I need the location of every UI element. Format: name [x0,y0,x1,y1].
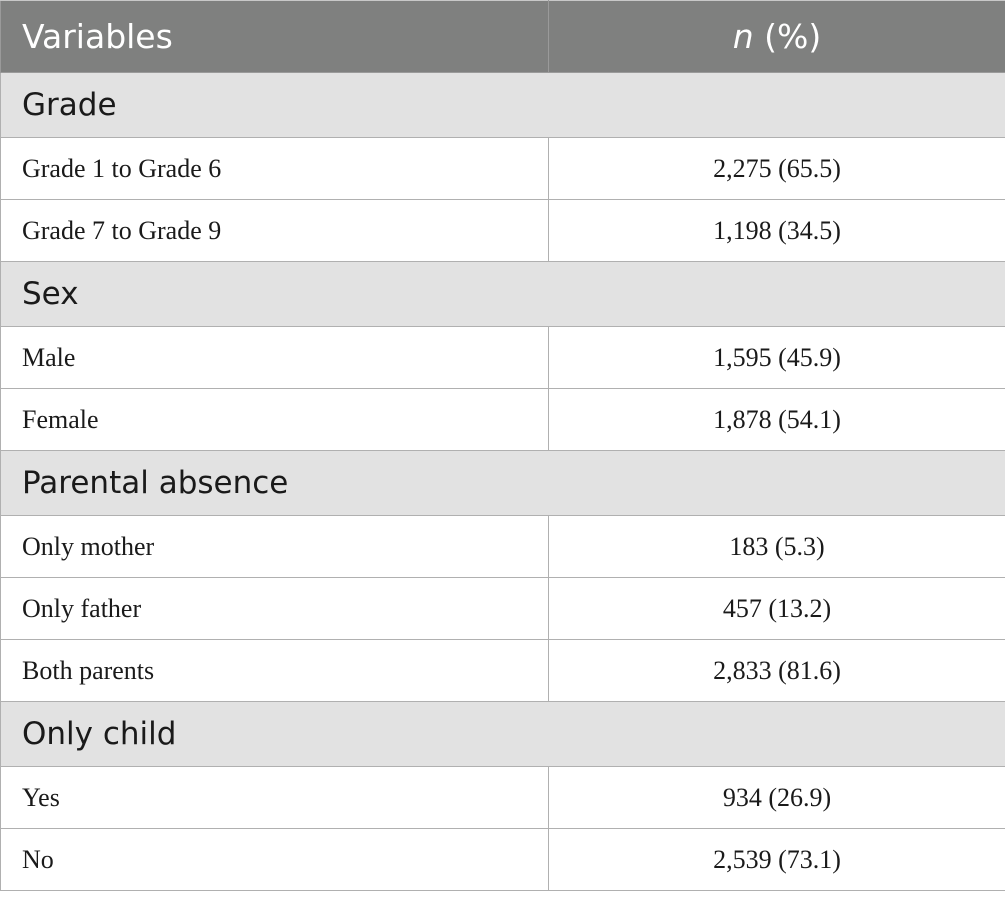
section-title: Sex [0,261,1005,327]
row-value: 1,878 (54.1) [548,388,1005,451]
row-value: 457 (13.2) [548,577,1005,640]
section-title: Only child [0,701,1005,767]
table-row: Both parents 2,833 (81.6) [0,639,1005,702]
row-value: 183 (5.3) [548,515,1005,578]
row-value: 934 (26.9) [548,766,1005,829]
row-label: Only mother [0,515,549,578]
row-value: 2,275 (65.5) [548,137,1005,200]
table-row: Yes 934 (26.9) [0,766,1005,829]
header-percent: (%) [764,17,822,56]
row-label: Only father [0,577,549,640]
table-header-row: Variables n (%) [0,0,1005,73]
row-value: 2,833 (81.6) [548,639,1005,702]
row-label: Grade 7 to Grade 9 [0,199,549,262]
section-row-grade: Grade [0,72,1005,138]
table-row: Grade 7 to Grade 9 1,198 (34.5) [0,199,1005,262]
section-row-parental-absence: Parental absence [0,450,1005,516]
section-title: Grade [0,72,1005,138]
header-n-percent: n (%) [548,0,1005,73]
row-value: 1,198 (34.5) [548,199,1005,262]
row-label: Both parents [0,639,549,702]
row-label: No [0,828,549,891]
section-title: Parental absence [0,450,1005,516]
section-row-sex: Sex [0,261,1005,327]
table-row: Only mother 183 (5.3) [0,515,1005,578]
table-row: Grade 1 to Grade 6 2,275 (65.5) [0,137,1005,200]
section-row-only-child: Only child [0,701,1005,767]
table-row: Male 1,595 (45.9) [0,326,1005,389]
row-label: Yes [0,766,549,829]
row-label: Grade 1 to Grade 6 [0,137,549,200]
header-n: n [732,17,754,56]
row-value: 2,539 (73.1) [548,828,1005,891]
table-row: Female 1,878 (54.1) [0,388,1005,451]
row-label: Male [0,326,549,389]
header-variables: Variables [0,0,549,73]
row-label: Female [0,388,549,451]
table-row: Only father 457 (13.2) [0,577,1005,640]
row-value: 1,595 (45.9) [548,326,1005,389]
table-row: No 2,539 (73.1) [0,828,1005,891]
